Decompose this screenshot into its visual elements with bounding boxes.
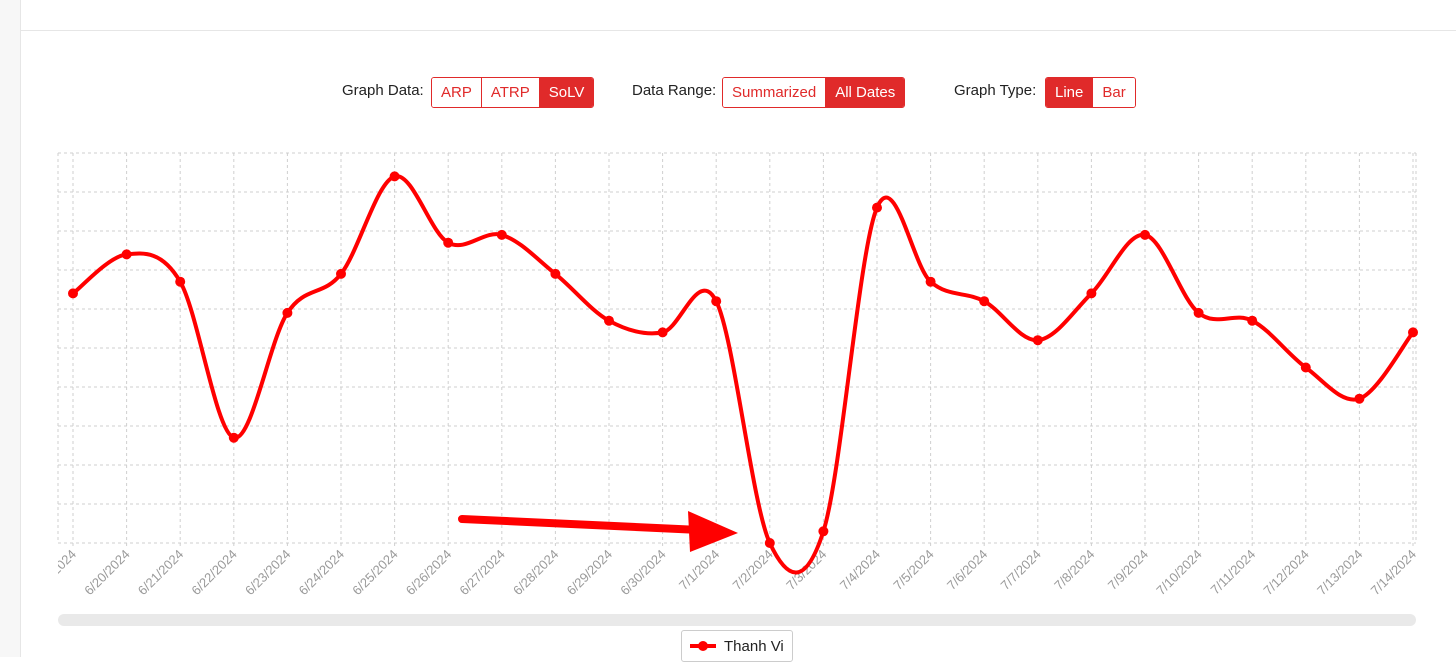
x-tick-label: 7/1/2024 <box>676 547 722 593</box>
toggle-button[interactable]: Line <box>1046 78 1093 107</box>
x-tick-label: 7/13/2024 <box>1314 547 1366 599</box>
scrollbar[interactable] <box>58 614 1416 626</box>
legend-svg: Thanh Vi <box>690 638 784 655</box>
x-tick-label: 7/11/2024 <box>1207 547 1258 598</box>
data-point <box>175 276 186 287</box>
control-label: Data Range: <box>632 82 717 99</box>
data-point <box>1032 335 1043 346</box>
legend-label: Thanh Vi <box>724 638 784 655</box>
x-tick-label: 7/6/2024 <box>944 547 990 593</box>
data-point <box>282 307 293 318</box>
x-tick-label: 6/19/2024 <box>28 547 80 599</box>
data-point <box>389 171 400 182</box>
x-tick-label: 7/8/2024 <box>1051 547 1097 593</box>
data-point <box>925 276 936 287</box>
data-point <box>604 315 614 326</box>
data-point <box>1354 393 1365 404</box>
x-tick-label: 6/30/2024 <box>617 547 669 599</box>
button-group: Line Bar <box>1045 77 1136 108</box>
x-tick-label: 7/14/2024 <box>1368 547 1420 599</box>
toggle-button[interactable]: ATRP <box>480 78 539 107</box>
plot <box>68 171 1418 575</box>
data-point <box>711 296 722 307</box>
chart: 6/19/2024 6/20/2024 6/21/2024 6/22/2024 6/23… <box>28 152 1420 599</box>
data-point <box>1247 315 1258 326</box>
data-point <box>443 237 454 248</box>
data-point <box>1408 327 1418 338</box>
x-tick-label: 6/25/2024 <box>349 547 401 599</box>
x-tick-label: 6/28/2024 <box>510 547 562 599</box>
data-point <box>1140 229 1150 240</box>
x-axis: 6/19/2024 6/20/2024 6/21/2024 6/22/2024 6/23… <box>28 547 1420 599</box>
toggle-button[interactable]: All Dates <box>825 78 905 107</box>
data-point <box>550 268 561 279</box>
x-tick-label: 6/27/2024 <box>456 547 508 599</box>
annotation-arrow <box>458 511 738 552</box>
data-point <box>764 538 775 548</box>
x-tick-label: 7/4/2024 <box>837 547 883 593</box>
x-tick-label: 7/5/2024 <box>890 547 936 593</box>
series-line <box>71 174 1415 575</box>
sidebar-edge <box>0 0 21 657</box>
legend: Thanh Vi <box>681 630 793 662</box>
legend-dot <box>698 641 708 651</box>
data-point <box>1193 307 1204 318</box>
x-tick-label: 7/2/2024 <box>730 547 776 593</box>
data-point <box>336 268 346 279</box>
x-tick-label: 6/20/2024 <box>81 547 133 599</box>
top-bar <box>21 0 1456 31</box>
control-label: Graph Type: <box>954 82 1037 99</box>
grid <box>57 152 1417 549</box>
data-point <box>228 432 239 443</box>
data-point <box>872 202 882 213</box>
button-group: Summarized All Dates <box>722 77 906 108</box>
x-tick-label: 7/7/2024 <box>998 547 1044 593</box>
x-tick-label: 6/21/2024 <box>135 547 187 599</box>
data-point <box>121 249 132 260</box>
x-tick-label: 6/26/2024 <box>403 547 455 599</box>
data-point <box>1086 288 1097 299</box>
toggle-button[interactable]: ARP <box>432 78 481 107</box>
toggle-button[interactable]: Summarized <box>723 78 826 107</box>
toggle-button[interactable]: SoLV <box>538 78 594 107</box>
data-point <box>68 288 78 299</box>
data-point <box>979 296 990 307</box>
data-point <box>496 229 507 240</box>
x-tick-label: 6/22/2024 <box>188 547 240 599</box>
data-point <box>818 526 829 537</box>
data-point <box>1300 362 1311 373</box>
button-group: ARP ATRP SoLV <box>431 77 595 108</box>
x-tick-label: 7/12/2024 <box>1260 547 1312 599</box>
x-tick-label: 6/24/2024 <box>296 547 348 599</box>
x-tick-label: 7/10/2024 <box>1153 547 1205 599</box>
x-tick-label: 6/23/2024 <box>242 547 294 599</box>
control-label: Graph Data: <box>342 82 424 99</box>
x-tick-label: 7/9/2024 <box>1105 547 1151 593</box>
data-point <box>657 327 668 338</box>
x-tick-label: 6/29/2024 <box>564 547 616 599</box>
toggle-button[interactable]: Bar <box>1092 78 1135 107</box>
